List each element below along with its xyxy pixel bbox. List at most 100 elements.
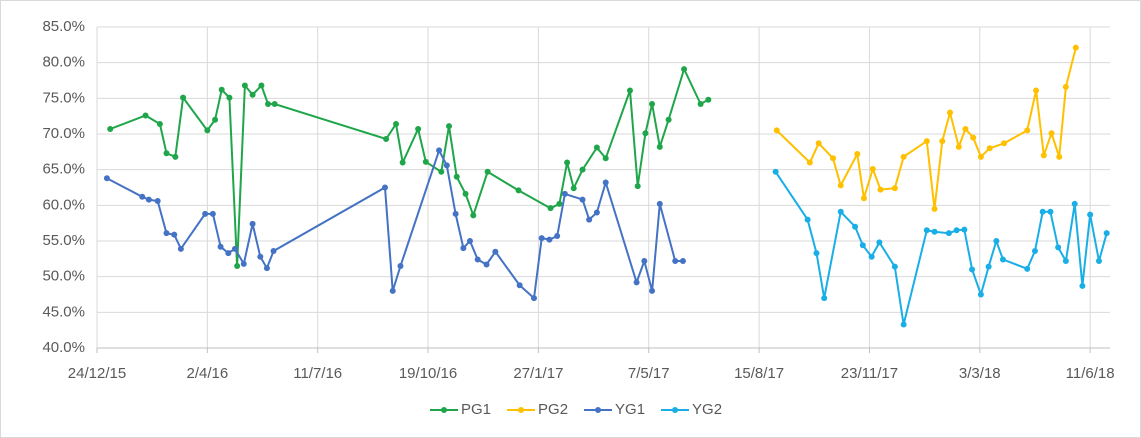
data-point xyxy=(397,262,404,269)
data-point xyxy=(626,87,633,94)
data-point xyxy=(830,155,837,162)
data-point xyxy=(154,198,161,205)
data-point xyxy=(961,226,968,233)
x-tick-label: 11/7/16 xyxy=(293,365,342,382)
data-point xyxy=(389,287,396,294)
data-point xyxy=(547,205,554,212)
data-point xyxy=(561,190,568,197)
x-tick-label: 23/11/17 xyxy=(841,365,898,382)
data-point xyxy=(263,265,270,272)
data-point xyxy=(962,126,969,133)
data-point xyxy=(665,116,672,123)
legend-label: YG2 xyxy=(692,401,722,418)
data-point xyxy=(1047,208,1054,215)
data-point xyxy=(923,227,930,234)
data-point xyxy=(163,150,170,157)
data-point xyxy=(217,243,224,250)
data-point xyxy=(813,250,820,257)
data-point xyxy=(556,200,563,207)
data-point xyxy=(900,321,907,328)
data-point xyxy=(649,101,656,108)
legend-label: PG1 xyxy=(461,401,491,418)
data-point xyxy=(225,250,232,257)
data-point xyxy=(900,153,907,160)
data-point xyxy=(271,101,278,108)
data-point xyxy=(474,256,481,263)
data-point xyxy=(977,153,984,160)
data-point xyxy=(1033,87,1040,94)
data-point xyxy=(579,166,586,173)
legend-marker xyxy=(441,407,447,413)
data-point xyxy=(1039,208,1046,215)
x-tick-label: 24/12/15 xyxy=(68,365,126,382)
data-point xyxy=(240,260,247,267)
data-point xyxy=(986,145,993,152)
y-tick-label: 75.0% xyxy=(42,89,85,106)
data-point xyxy=(1072,44,1079,51)
data-point xyxy=(946,109,953,116)
x-tick-label: 11/6/18 xyxy=(1066,365,1115,382)
data-point xyxy=(172,153,179,160)
data-point xyxy=(869,165,876,172)
y-tick-label: 40.0% xyxy=(42,339,85,356)
data-point xyxy=(985,263,992,270)
data-point xyxy=(923,138,930,145)
data-point xyxy=(570,185,577,192)
data-point xyxy=(462,190,469,197)
x-tick-label: 7/5/17 xyxy=(628,365,670,382)
data-point xyxy=(705,96,712,103)
data-point xyxy=(593,209,600,216)
data-point xyxy=(466,238,473,244)
data-point xyxy=(931,205,938,212)
data-point xyxy=(564,159,571,166)
legend-label: PG2 xyxy=(538,401,568,418)
data-point xyxy=(234,262,241,269)
data-point xyxy=(492,248,499,255)
data-point xyxy=(257,253,264,260)
data-point xyxy=(1062,257,1069,264)
data-point xyxy=(382,184,389,191)
data-point xyxy=(649,287,656,294)
data-point xyxy=(438,168,445,175)
data-point xyxy=(393,121,400,128)
y-tick-label: 70.0% xyxy=(42,125,85,142)
data-point xyxy=(1040,152,1047,159)
data-point xyxy=(180,94,187,101)
data-point xyxy=(415,126,422,133)
data-point xyxy=(579,196,586,203)
data-point xyxy=(209,210,216,217)
y-tick-label: 45.0% xyxy=(42,303,85,320)
data-point xyxy=(1095,257,1102,264)
data-point xyxy=(265,101,272,108)
data-point xyxy=(931,228,938,235)
data-point xyxy=(422,158,429,165)
data-point xyxy=(249,220,256,227)
data-point xyxy=(772,168,779,175)
data-point xyxy=(163,230,170,237)
data-point xyxy=(877,186,884,193)
data-point xyxy=(1056,153,1063,160)
data-point xyxy=(436,147,443,154)
data-point xyxy=(860,195,867,202)
data-point xyxy=(821,295,828,302)
data-point xyxy=(546,236,553,243)
data-point xyxy=(452,210,459,217)
data-point xyxy=(859,242,866,249)
data-point xyxy=(656,143,663,150)
data-point xyxy=(681,66,688,73)
data-point xyxy=(977,291,984,298)
series-line xyxy=(776,47,1077,210)
data-point xyxy=(516,282,523,289)
x-tick-label: 27/1/17 xyxy=(513,365,563,382)
x-tick-label: 2/4/16 xyxy=(186,365,228,382)
legend-marker xyxy=(595,407,602,413)
data-point xyxy=(804,216,811,223)
data-point xyxy=(593,144,600,151)
data-point xyxy=(270,247,277,254)
data-point xyxy=(815,140,822,147)
data-point xyxy=(672,257,679,264)
data-point xyxy=(1048,130,1055,137)
